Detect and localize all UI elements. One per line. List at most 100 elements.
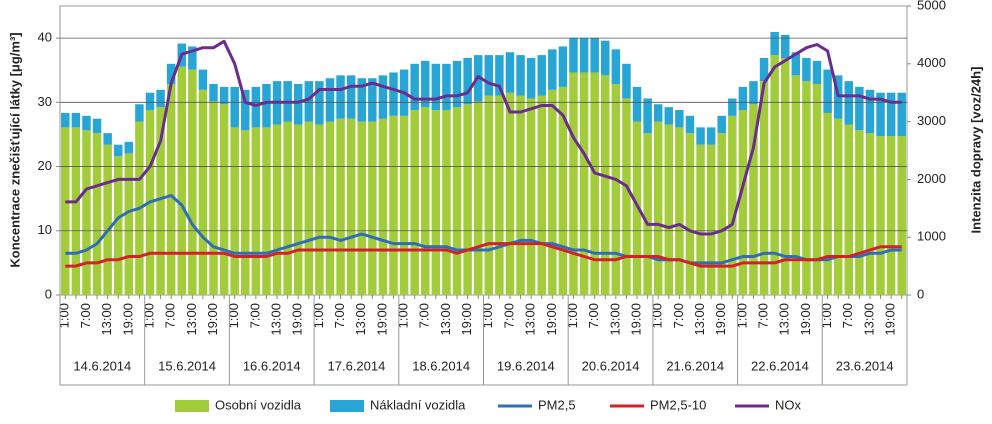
bar-segment (548, 89, 557, 295)
bar-segment (92, 133, 102, 295)
bar-segment (431, 63, 441, 111)
x-tick-label: 19:00 (374, 303, 389, 336)
bar-segment (770, 55, 779, 295)
x-tick-label: 1:00 (565, 303, 580, 328)
bar-segment (113, 156, 123, 295)
bar-segment (473, 101, 483, 296)
y-tick-label: 20 (38, 158, 52, 173)
bar-segment (653, 121, 663, 295)
bar-segment (643, 98, 652, 134)
bar-segment (696, 144, 705, 295)
x-tick-label: 13:00 (353, 303, 368, 336)
bar-segment (378, 118, 388, 296)
group-label: 22.6.2014 (751, 358, 809, 373)
bar-segment (685, 115, 695, 134)
bar-segment (410, 63, 419, 111)
bar-segment (82, 130, 91, 295)
bar-segment (558, 86, 568, 295)
bar-segment (219, 104, 229, 295)
bar-segment (537, 55, 546, 96)
bar-segment (696, 127, 705, 145)
x-tick-label: 7:00 (78, 303, 93, 328)
x-tick-label: 7:00 (756, 303, 771, 328)
bar-segment (156, 107, 165, 296)
bar-segment (569, 72, 578, 295)
bar-segment (71, 127, 81, 295)
bar-segment (706, 127, 716, 145)
legend-label: NOx (775, 397, 802, 412)
bar-segment (706, 144, 716, 295)
bar-segment (410, 110, 419, 295)
x-tick-label: 13:00 (268, 303, 283, 336)
bar-segment (632, 121, 642, 295)
bar-segment (601, 40, 610, 76)
x-tick-label: 19:00 (544, 303, 559, 336)
bar-segment (241, 130, 250, 295)
bar-segment (230, 127, 239, 295)
group-label: 18.6.2014 (412, 358, 470, 373)
bar-segment (886, 136, 896, 295)
bar-segment (442, 110, 451, 295)
bar-segment (198, 69, 208, 90)
x-tick-label: 19:00 (883, 303, 898, 336)
bar-segment (526, 58, 536, 99)
y-tick-label: 10 (38, 222, 52, 237)
x-tick-label: 7:00 (586, 303, 601, 328)
bar-segment (71, 112, 81, 128)
bar-segment (537, 95, 546, 295)
bar-segment (304, 81, 314, 122)
legend-label: PM2,5 (538, 397, 576, 412)
bar-segment (590, 37, 599, 73)
bar-segment (262, 127, 271, 295)
x-tick-label: 19:00 (459, 303, 474, 336)
bar-segment (92, 118, 102, 134)
bar-segment (770, 32, 779, 56)
bar-segment (505, 92, 515, 295)
x-tick-label: 13:00 (184, 303, 199, 336)
bar-segment (833, 118, 843, 296)
x-tick-label: 1:00 (311, 303, 326, 328)
bar-segment (82, 115, 91, 131)
bar-segment (823, 112, 832, 296)
x-tick-label: 19:00 (290, 303, 305, 336)
y2-tick-label: 4000 (917, 55, 946, 70)
bar-segment (315, 124, 324, 296)
x-tick-label: 1:00 (141, 303, 156, 328)
bar-segment (452, 60, 462, 108)
bar-segment (166, 84, 176, 295)
x-tick-label: 1:00 (650, 303, 665, 328)
group-label: 15.6.2014 (158, 358, 216, 373)
bar-segment (791, 75, 801, 295)
legend-swatch (330, 400, 364, 412)
x-tick-label: 7:00 (671, 303, 686, 328)
bar-segment (728, 98, 737, 116)
group-label: 19.6.2014 (497, 358, 555, 373)
y-tick-label: 40 (38, 30, 52, 45)
bar-segment (749, 81, 758, 105)
y2-tick-label: 2000 (917, 171, 946, 186)
x-tick-label: 13:00 (861, 303, 876, 336)
bar-segment (632, 86, 642, 122)
bar-segment (558, 46, 568, 87)
bar-segment (124, 141, 134, 154)
y2-tick-label: 1000 (917, 229, 946, 244)
bar-segment (346, 118, 356, 296)
x-tick-label: 13:00 (99, 303, 114, 336)
bar-segment (495, 55, 504, 96)
bar-segment (336, 75, 345, 119)
group-label: 23.6.2014 (836, 358, 894, 373)
x-tick-label: 7:00 (501, 303, 516, 328)
bar-segment (113, 144, 123, 157)
y-tick-label: 0 (45, 286, 52, 301)
bar-segment (219, 86, 229, 105)
bar-segment (728, 115, 737, 295)
bar-segment (738, 86, 748, 111)
bar-segment (802, 81, 811, 295)
group-label: 16.6.2014 (243, 358, 301, 373)
x-tick-label: 13:00 (438, 303, 453, 336)
line-series (65, 194, 902, 265)
bar-segment (283, 121, 292, 295)
x-tick-label: 19:00 (713, 303, 728, 336)
bar-segment (346, 75, 356, 119)
